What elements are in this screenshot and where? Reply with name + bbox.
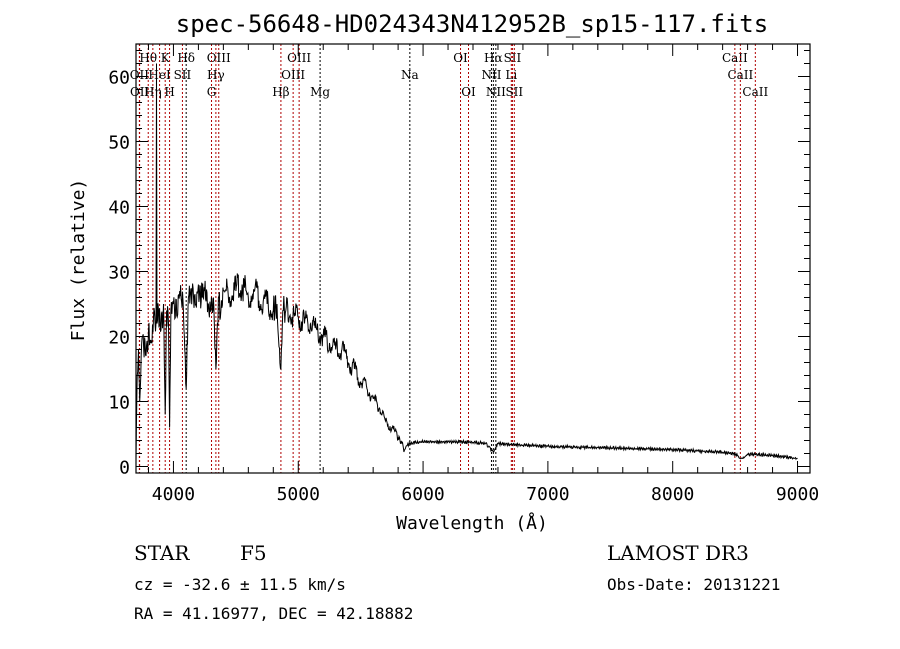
y-tick-label: 60 bbox=[108, 68, 130, 89]
x-tick-label: 6000 bbox=[401, 484, 444, 505]
spectral-line-label: CaII bbox=[727, 68, 753, 82]
x-axis-label: Wavelength (Å) bbox=[396, 512, 548, 534]
y-tick-label: 50 bbox=[108, 133, 130, 154]
spectral-line-label: OI bbox=[453, 51, 468, 65]
spectral-line-label: Hβ bbox=[272, 85, 289, 99]
spectral-line-label: SII bbox=[505, 85, 523, 99]
coords-text: RA = 41.16977, DEC = 42.18882 bbox=[134, 604, 413, 623]
spectral-line-label: Hδ bbox=[177, 51, 195, 65]
spectral-line-label: SII bbox=[504, 51, 522, 65]
x-tick-label: 9000 bbox=[776, 484, 819, 505]
x-tick-label: 5000 bbox=[277, 484, 320, 505]
spectral-line-label: H bbox=[164, 85, 174, 99]
y-tick-label: 0 bbox=[119, 458, 130, 479]
spectral-line-label: OIII bbox=[281, 68, 305, 82]
spectral-line-label: OII bbox=[130, 85, 150, 99]
x-tick-label: 7000 bbox=[526, 484, 569, 505]
spectral-line-label: Hη bbox=[144, 85, 162, 99]
y-tick-label: 30 bbox=[108, 263, 130, 284]
spectral-line-label: CaII bbox=[722, 51, 748, 65]
chart-title: spec-56648-HD024343N412952B_sp15-117.fit… bbox=[176, 10, 768, 38]
spectrum-line bbox=[135, 63, 798, 461]
spectral-line-label: OIII bbox=[287, 51, 311, 65]
plot-frame bbox=[135, 43, 811, 474]
obs-date: Obs-Date: 20131221 bbox=[607, 575, 780, 594]
spectral-line-label: NII bbox=[486, 85, 506, 99]
spectral-line-label: K bbox=[161, 51, 171, 65]
spectral-line-label: OII bbox=[130, 68, 150, 82]
y-tick-label: 40 bbox=[108, 198, 130, 219]
spectral-line-label: Hγ bbox=[207, 68, 225, 82]
survey-name: LAMOST DR3 bbox=[607, 541, 749, 565]
spectral-line-label: Mg bbox=[310, 85, 330, 99]
y-tick-label: 10 bbox=[108, 393, 130, 414]
object-subclass: F5 bbox=[240, 541, 267, 565]
spectral-line-label: Na bbox=[401, 68, 419, 82]
spectral-line-label: HeI bbox=[148, 68, 171, 82]
spectral-line-label: CaII bbox=[742, 85, 768, 99]
object-class: STAR bbox=[134, 541, 190, 565]
spectral-line-label: Hα bbox=[484, 51, 503, 65]
x-tick-label: 4000 bbox=[152, 484, 195, 505]
spectral-line-label: G bbox=[207, 85, 217, 99]
spectral-line-label: OIII bbox=[207, 51, 231, 65]
spectral-line-label: Hθ bbox=[139, 51, 157, 65]
spectral-line-label: NII bbox=[481, 68, 501, 82]
spectral-line-label: Li bbox=[505, 68, 517, 82]
spectral-line-label: OI bbox=[461, 85, 476, 99]
y-axis-label: Flux (relative) bbox=[68, 179, 89, 342]
x-tick-label: 8000 bbox=[651, 484, 694, 505]
redshift-text: cz = -32.6 ± 11.5 km/s bbox=[134, 575, 346, 594]
y-tick-label: 20 bbox=[108, 328, 130, 349]
spectral-line-label: SII bbox=[174, 68, 192, 82]
